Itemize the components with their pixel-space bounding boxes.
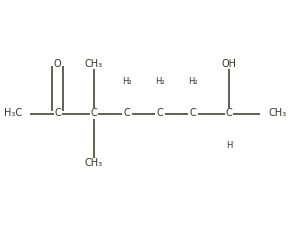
Text: C: C bbox=[226, 109, 233, 118]
Text: CH₃: CH₃ bbox=[85, 59, 103, 69]
Text: OH: OH bbox=[222, 59, 237, 69]
Text: H: H bbox=[226, 141, 233, 150]
Text: CH₃: CH₃ bbox=[268, 109, 286, 118]
Text: C: C bbox=[190, 109, 196, 118]
Text: C: C bbox=[157, 109, 163, 118]
Text: O: O bbox=[54, 59, 62, 69]
Text: C: C bbox=[54, 109, 61, 118]
Text: H₂: H₂ bbox=[122, 77, 132, 86]
Text: C: C bbox=[124, 109, 130, 118]
Text: H₃C: H₃C bbox=[3, 109, 22, 118]
Text: C: C bbox=[91, 109, 97, 118]
Text: H₂: H₂ bbox=[188, 77, 198, 86]
Text: CH₃: CH₃ bbox=[85, 158, 103, 168]
Text: H₂: H₂ bbox=[155, 77, 165, 86]
